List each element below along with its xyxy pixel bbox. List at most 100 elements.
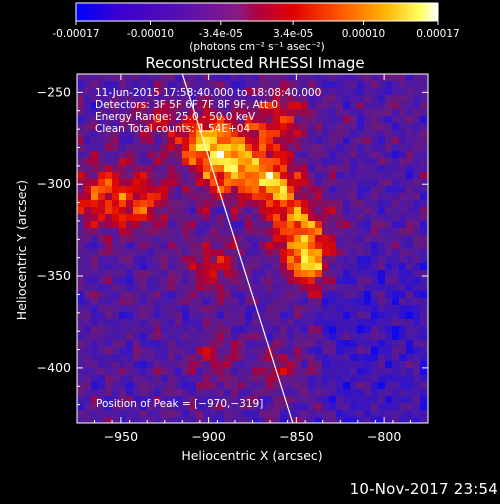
heatmap-cell bbox=[217, 368, 225, 376]
heatmap-cell bbox=[413, 284, 421, 292]
heatmap-cell bbox=[119, 137, 127, 145]
heatmap-cell bbox=[336, 340, 344, 348]
heatmap-cell bbox=[329, 214, 337, 222]
heatmap-cell bbox=[406, 123, 414, 131]
heatmap-cell bbox=[315, 333, 323, 341]
heatmap-cell bbox=[98, 326, 106, 334]
heatmap-cell bbox=[301, 410, 309, 418]
heatmap-cell bbox=[406, 256, 414, 264]
heatmap-cell bbox=[105, 298, 113, 306]
heatmap-cell bbox=[357, 256, 365, 264]
heatmap-cell bbox=[196, 228, 204, 236]
heatmap-cell bbox=[161, 256, 169, 264]
heatmap-cell bbox=[126, 305, 134, 313]
heatmap-cell bbox=[147, 375, 155, 383]
heatmap-cell bbox=[322, 88, 330, 96]
heatmap-cell bbox=[252, 277, 260, 285]
heatmap-cell bbox=[161, 116, 169, 124]
heatmap-cell bbox=[406, 74, 414, 82]
heatmap-cell bbox=[259, 228, 267, 236]
heatmap-cell bbox=[266, 354, 274, 362]
heatmap-cell bbox=[245, 347, 253, 355]
heatmap-cell bbox=[238, 347, 246, 355]
heatmap-cell bbox=[413, 340, 421, 348]
heatmap-cell bbox=[266, 193, 274, 201]
heatmap-cell bbox=[350, 193, 358, 201]
heatmap-cell bbox=[294, 403, 302, 411]
heatmap-cell bbox=[147, 158, 155, 166]
heatmap-cell bbox=[308, 284, 316, 292]
heatmap-cell bbox=[203, 354, 211, 362]
heatmap-cell bbox=[182, 249, 190, 257]
heatmap-cell bbox=[329, 291, 337, 299]
heatmap-cell bbox=[147, 81, 155, 89]
heatmap-cell bbox=[315, 74, 323, 82]
heatmap-cell bbox=[196, 347, 204, 355]
heatmap-cell bbox=[343, 249, 351, 257]
heatmap-cell bbox=[308, 333, 316, 341]
heatmap-cell bbox=[231, 354, 239, 362]
heatmap-cell bbox=[273, 326, 281, 334]
heatmap-cell bbox=[280, 298, 288, 306]
heatmap-cell bbox=[266, 172, 274, 180]
heatmap-cell bbox=[224, 172, 232, 180]
heatmap-cell bbox=[217, 347, 225, 355]
heatmap-cell bbox=[112, 389, 120, 397]
heatmap-cell bbox=[245, 186, 253, 194]
heatmap-cell bbox=[252, 207, 260, 215]
heatmap-cell bbox=[182, 186, 190, 194]
heatmap-cell bbox=[84, 347, 92, 355]
heatmap-cell bbox=[189, 389, 197, 397]
heatmap-cell bbox=[406, 375, 414, 383]
heatmap-cell bbox=[294, 200, 302, 208]
heatmap-cell bbox=[84, 116, 92, 124]
heatmap-cell bbox=[329, 144, 337, 152]
x-tick-label: −950 bbox=[104, 429, 138, 444]
heatmap-cell bbox=[308, 214, 316, 222]
heatmap-cell bbox=[259, 242, 267, 250]
heatmap-cell bbox=[84, 368, 92, 376]
heatmap-cell bbox=[224, 375, 232, 383]
heatmap-cell bbox=[210, 354, 218, 362]
heatmap-cell bbox=[413, 326, 421, 334]
heatmap-cell bbox=[189, 277, 197, 285]
heatmap-cell bbox=[371, 382, 379, 390]
x-axis-label: Heliocentric X (arcsec) bbox=[181, 448, 322, 463]
heatmap-cell bbox=[105, 347, 113, 355]
heatmap-cell bbox=[308, 88, 316, 96]
heatmap-cell bbox=[343, 172, 351, 180]
heatmap-cell bbox=[420, 403, 428, 411]
heatmap-cell bbox=[126, 144, 134, 152]
heatmap-cell bbox=[189, 200, 197, 208]
colorbar-tick-label: -0.00010 bbox=[127, 28, 174, 40]
heatmap-cell bbox=[287, 130, 295, 138]
heatmap-cell bbox=[105, 270, 113, 278]
heatmap-cell bbox=[399, 193, 407, 201]
heatmap-cell bbox=[231, 382, 239, 390]
heatmap-cell bbox=[336, 165, 344, 173]
heatmap-cell bbox=[161, 235, 169, 243]
heatmap-cell bbox=[203, 123, 211, 131]
heatmap-cell bbox=[154, 165, 162, 173]
heatmap-cell bbox=[224, 235, 232, 243]
heatmap-cell bbox=[315, 284, 323, 292]
heatmap-cell bbox=[252, 298, 260, 306]
heatmap-cell bbox=[294, 326, 302, 334]
heatmap-cell bbox=[119, 158, 127, 166]
heatmap-cell bbox=[168, 382, 176, 390]
heatmap-cell bbox=[133, 396, 141, 404]
heatmap-cell bbox=[196, 291, 204, 299]
heatmap-cell bbox=[259, 144, 267, 152]
heatmap-cell bbox=[343, 305, 351, 313]
heatmap-cell bbox=[175, 298, 183, 306]
heatmap-cell bbox=[336, 291, 344, 299]
heatmap-cell bbox=[224, 207, 232, 215]
heatmap-cell bbox=[91, 263, 99, 271]
heatmap-cell bbox=[98, 186, 106, 194]
heatmap-cell bbox=[154, 277, 162, 285]
heatmap-cell bbox=[301, 396, 309, 404]
heatmap-cell bbox=[91, 193, 99, 201]
heatmap-cell bbox=[133, 417, 141, 423]
heatmap-cell bbox=[77, 256, 85, 264]
heatmap-cell bbox=[147, 207, 155, 215]
